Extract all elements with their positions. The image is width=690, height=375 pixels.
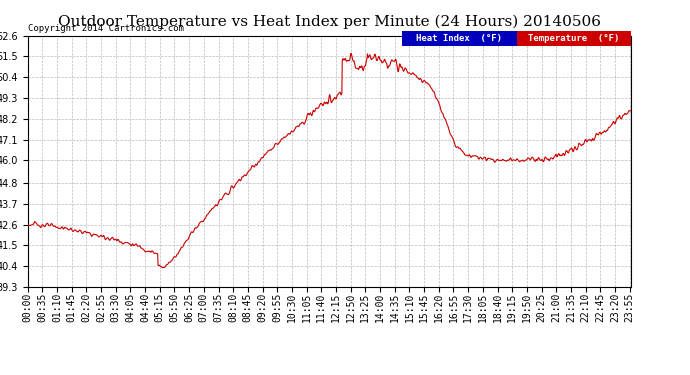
Title: Outdoor Temperature vs Heat Index per Minute (24 Hours) 20140506: Outdoor Temperature vs Heat Index per Mi… (58, 15, 601, 29)
Text: Copyright 2014 Cartronics.com: Copyright 2014 Cartronics.com (28, 24, 184, 33)
